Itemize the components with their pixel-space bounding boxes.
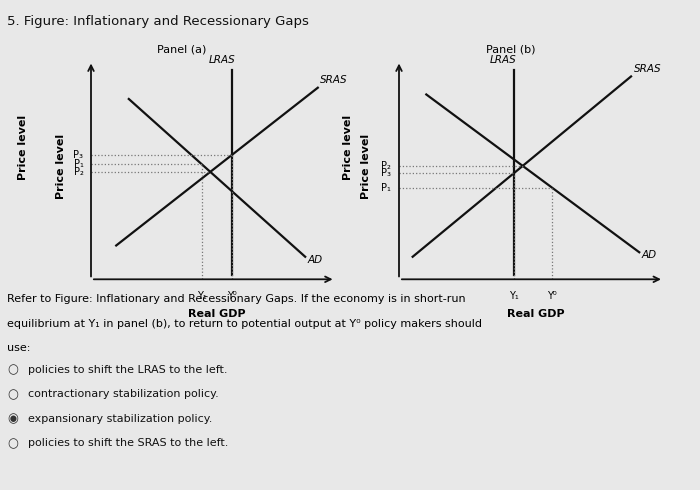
Text: LRAS: LRAS [489,55,516,65]
Text: equilibrium at Y₁ in panel (b), to return to potential output at Y⁰ policy maker: equilibrium at Y₁ in panel (b), to retur… [7,318,482,328]
Text: LRAS: LRAS [209,55,235,65]
Text: Price level: Price level [343,115,353,179]
Text: P₂: P₂ [381,161,391,171]
Text: policies to shift the SRAS to the left.: policies to shift the SRAS to the left. [28,439,228,448]
Text: Real GDP: Real GDP [188,309,246,318]
Text: Price level: Price level [56,134,66,199]
Text: P₃: P₃ [74,150,83,160]
Text: AD: AD [642,250,657,260]
Text: SRAS: SRAS [634,64,662,74]
Text: Y₁: Y₁ [197,291,206,300]
Text: ○: ○ [7,364,18,376]
Text: Refer to Figure: Inflationary and Recessionary Gaps. If the economy is in short-: Refer to Figure: Inflationary and Recess… [7,294,466,304]
Text: SRAS: SRAS [321,75,348,85]
Text: Price level: Price level [361,134,371,199]
Text: ○: ○ [7,437,18,450]
Text: Panel (a): Panel (a) [158,44,206,54]
Text: Price level: Price level [18,115,27,179]
Text: Y₁: Y₁ [509,291,519,300]
Text: P₂: P₂ [74,167,83,177]
Text: Y⁰: Y⁰ [228,291,237,300]
Text: contractionary stabilization policy.: contractionary stabilization policy. [28,390,218,399]
Text: Real GDP: Real GDP [507,309,564,318]
Text: policies to shift the LRAS to the left.: policies to shift the LRAS to the left. [28,365,228,375]
Text: ○: ○ [7,388,18,401]
Text: expansionary stabilization policy.: expansionary stabilization policy. [28,414,212,424]
Text: P₃: P₃ [381,169,391,178]
Text: AD: AD [308,254,323,265]
Text: ◉: ◉ [7,413,18,425]
Text: Panel (b): Panel (b) [486,44,536,54]
Text: use:: use: [7,343,30,353]
Text: Y⁰: Y⁰ [547,291,556,300]
Text: 5. Figure: Inflationary and Recessionary Gaps: 5. Figure: Inflationary and Recessionary… [7,15,309,28]
Text: P₁: P₁ [74,159,83,170]
Text: P₁: P₁ [381,182,391,193]
